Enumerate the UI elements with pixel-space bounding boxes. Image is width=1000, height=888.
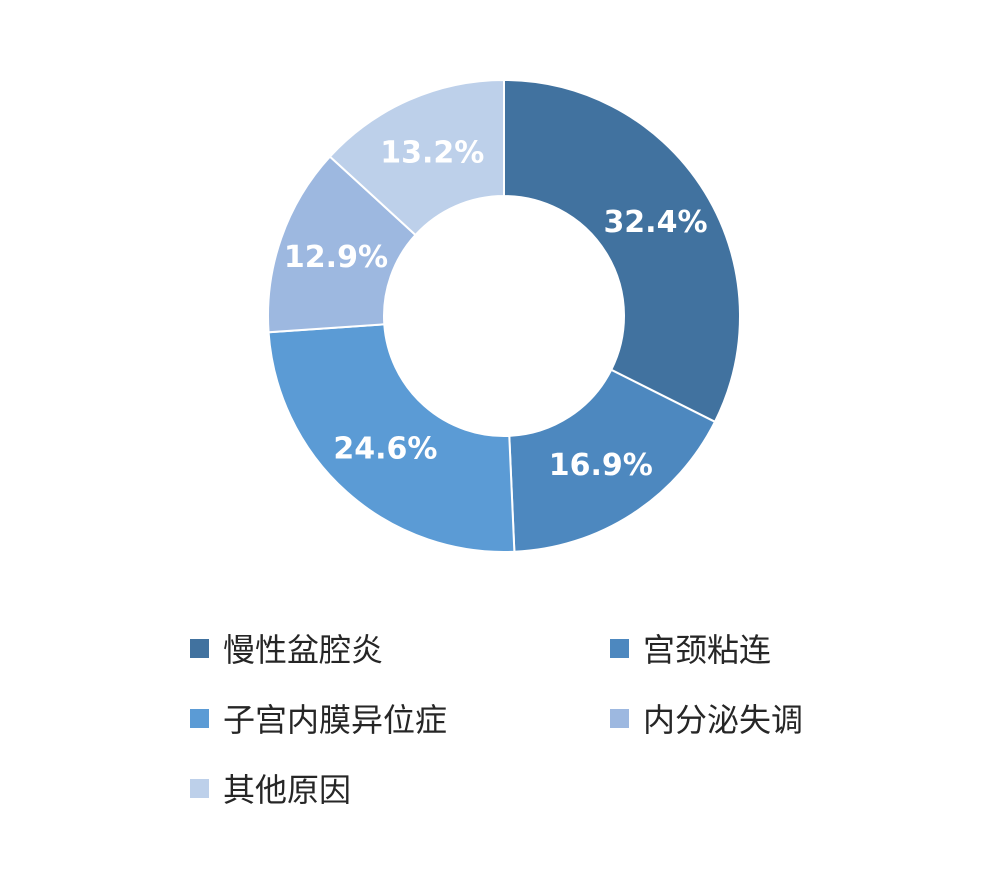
legend-item-4: 其他原因 <box>190 768 610 809</box>
legend-item-3: 内分泌失调 <box>610 698 890 739</box>
legend-swatch-2 <box>190 708 209 728</box>
legend-label-1: 宫颈粘连 <box>643 631 772 669</box>
legend-label-0: 慢性盆腔炎 <box>223 631 384 669</box>
legend-item-2: 子宫内膜异位症 <box>190 698 610 739</box>
donut-slice-2 <box>267 323 516 553</box>
legend-label-4: 其他原因 <box>223 771 352 809</box>
legend-swatch-0 <box>190 638 209 658</box>
donut-slice-0 <box>503 78 741 424</box>
slice-value-label-3: 12.9% <box>284 240 388 275</box>
legend: 慢性盆腔炎 宫颈粘连 子宫内膜异位症 内分泌失调 其他原因 <box>190 628 890 809</box>
donut-slice-1 <box>508 368 717 553</box>
donut-chart: 32.4% 16.9% 24.6% 12.9% 13.2% <box>267 78 741 553</box>
legend-label-3: 内分泌失调 <box>643 701 804 739</box>
slice-value-label-0: 32.4% <box>603 205 707 240</box>
donut-slice-4 <box>328 78 505 237</box>
legend-swatch-1 <box>610 638 629 658</box>
legend-item-1: 宫颈粘连 <box>610 628 890 669</box>
legend-label-2: 子宫内膜异位症 <box>223 701 448 739</box>
legend-swatch-4 <box>190 778 209 798</box>
legend-swatch-3 <box>610 708 629 728</box>
slice-value-label-4: 13.2% <box>380 136 484 171</box>
slice-value-label-1: 16.9% <box>549 448 653 483</box>
legend-item-0: 慢性盆腔炎 <box>190 628 610 669</box>
slice-value-label-2: 24.6% <box>333 431 437 466</box>
